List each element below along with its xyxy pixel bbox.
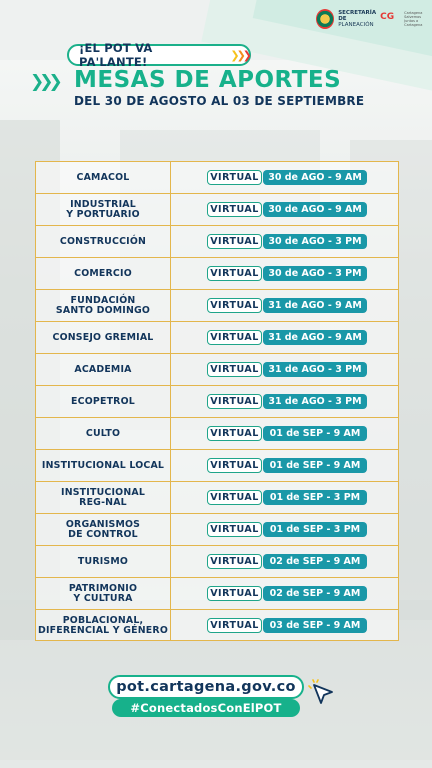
column-divider	[170, 258, 171, 289]
sector-name: INSTITUCIONAL LOCAL	[41, 459, 165, 471]
column-divider	[170, 194, 171, 225]
date-badge: 30 de AGO - 3 PM	[263, 266, 367, 281]
column-divider	[170, 290, 171, 321]
column-divider	[170, 514, 171, 545]
mode-badge: VIRTUAL	[207, 266, 262, 281]
column-divider	[170, 578, 171, 609]
page-title: MESAS DE APORTES	[74, 67, 342, 93]
column-divider	[170, 322, 171, 353]
table-row: INSTITUCIONAL REG-NAL VIRTUAL 01 de SEP - …	[36, 481, 398, 513]
table-row: CONSTRUCCIÓN VIRTUAL 30 de AGO - 3 PM	[36, 225, 398, 257]
column-divider	[170, 610, 171, 641]
sector-name: INSTITUCIONAL REG-NAL	[61, 486, 145, 508]
slogan-pill: ¡EL POT VA PA'LANTE! ❯❯❯	[67, 41, 252, 69]
page-subtitle: DEL 30 DE AGOSTO AL 03 DE SEPTIEMBRE	[74, 94, 365, 108]
sector-name: CONSTRUCCIÓN	[59, 235, 147, 247]
date-badge: 31 de AGO - 3 PM	[263, 394, 367, 409]
sector-name: ECOPETROL	[71, 395, 135, 407]
mode-badge: VIRTUAL	[207, 362, 262, 377]
date-badge: 02 de SEP - 9 AM	[263, 586, 367, 601]
cartagena-seal-icon	[316, 9, 335, 29]
mode-badge: VIRTUAL	[207, 426, 262, 441]
date-badge: 02 de SEP - 9 AM	[263, 554, 367, 569]
table-row: FUNDACIÓN SANTO DOMINGO VIRTUAL 31 de AGO …	[36, 289, 398, 321]
table-row: ECOPETROL VIRTUAL 31 de AGO - 3 PM	[36, 385, 398, 417]
column-divider	[170, 226, 171, 257]
mode-badge: VIRTUAL	[207, 234, 262, 249]
sector-name: PATRIMONIO Y CULTURA	[68, 582, 138, 604]
column-divider	[170, 354, 171, 385]
hashtag-badge: #ConectadosConElPOT	[112, 699, 300, 717]
sector-name: ACADEMIA	[74, 363, 132, 375]
column-divider	[170, 386, 171, 417]
table-row: INSTITUCIONAL LOCAL VIRTUAL 01 de SEP - 9 …	[36, 449, 398, 481]
date-badge: 30 de AGO - 3 PM	[263, 234, 367, 249]
date-badge: 31 de AGO - 9 AM	[263, 330, 367, 345]
brand-caption: Cartagena Salvemos Juntos a Cartagena	[404, 11, 423, 27]
sector-name: TURISMO	[77, 555, 129, 567]
mode-badge: VIRTUAL	[207, 298, 262, 313]
mode-badge: VIRTUAL	[207, 458, 262, 473]
table-row: POBLACIONAL, DIFERENCIAL Y GÉNERO VIRTUAL…	[36, 609, 398, 641]
column-divider	[170, 162, 171, 193]
column-divider	[170, 450, 171, 481]
table-row: TURISMO VIRTUAL 02 de SEP - 9 AM	[36, 545, 398, 577]
sector-name: ORGANISMOS DE CONTROL	[65, 518, 141, 540]
column-divider	[170, 546, 171, 577]
date-badge: 03 de SEP - 9 AM	[263, 618, 367, 633]
mode-badge: VIRTUAL	[207, 586, 262, 601]
date-badge: 01 de SEP - 9 AM	[263, 458, 367, 473]
mode-badge: VIRTUAL	[207, 490, 262, 505]
mode-badge: VIRTUAL	[207, 202, 262, 217]
sector-name: POBLACIONAL, DIFERENCIAL Y GÉNERO	[38, 614, 168, 636]
mode-badge: VIRTUAL	[207, 522, 262, 537]
mode-badge: VIRTUAL	[207, 394, 262, 409]
mode-badge: VIRTUAL	[207, 554, 262, 569]
table-row: ACADEMIA VIRTUAL 31 de AGO - 3 PM	[36, 353, 398, 385]
header-logos: SECRETARÍA DE PLANEACIÓN CG Cartagena Sa…	[316, 6, 426, 32]
website-link[interactable]: pot.cartagena.gov.co	[108, 675, 304, 699]
date-badge: 31 de AGO - 9 AM	[263, 298, 367, 313]
sector-name: INDUSTRIAL Y PORTUARIO	[66, 198, 140, 220]
table-row: CONSEJO GREMIAL VIRTUAL 31 de AGO - 9 AM	[36, 321, 398, 353]
cg-logo: CG	[380, 12, 395, 22]
sector-name: CONSEJO GREMIAL	[52, 331, 154, 343]
table-row: COMERCIO VIRTUAL 30 de AGO - 3 PM	[36, 257, 398, 289]
title-chevrons-icon: ❯❯❯	[30, 72, 63, 92]
date-badge: 01 de SEP - 3 PM	[263, 522, 367, 537]
column-divider	[170, 482, 171, 513]
sector-name: FUNDACIÓN SANTO DOMINGO	[55, 294, 151, 316]
table-row: INDUSTRIAL Y PORTUARIO VIRTUAL 30 de AGO -…	[36, 193, 398, 225]
schedule-table: CAMACOL VIRTUAL 30 de AGO - 9 AM INDUSTRIAL…	[35, 161, 399, 641]
table-row: CAMACOL VIRTUAL 30 de AGO - 9 AM	[36, 161, 398, 193]
column-divider	[170, 418, 171, 449]
sector-name: COMERCIO	[74, 267, 132, 279]
date-badge: 30 de AGO - 9 AM	[263, 202, 367, 217]
triple-chevron-icon: ❯❯❯	[230, 48, 252, 62]
secretaria-label: SECRETARÍA DE PLANEACIÓN	[338, 10, 377, 28]
mode-badge: VIRTUAL	[207, 618, 262, 633]
date-badge: 01 de SEP - 9 AM	[263, 426, 367, 441]
table-row: CULTO VIRTUAL 01 de SEP - 9 AM	[36, 417, 398, 449]
slogan-text: ¡EL POT VA PA'LANTE!	[79, 41, 153, 69]
mode-badge: VIRTUAL	[207, 330, 262, 345]
sector-name: CAMACOL	[76, 171, 130, 183]
mode-badge: VIRTUAL	[207, 170, 262, 185]
pointer-arrow-icon	[308, 679, 333, 704]
date-badge: 30 de AGO - 9 AM	[263, 170, 367, 185]
table-row: ORGANISMOS DE CONTROL VIRTUAL 01 de SEP - …	[36, 513, 398, 545]
date-badge: 01 de SEP - 3 PM	[263, 490, 367, 505]
date-badge: 31 de AGO - 3 PM	[263, 362, 367, 377]
sector-name: CULTO	[85, 427, 121, 439]
table-row: PATRIMONIO Y CULTURA VIRTUAL 02 de SEP - 9…	[36, 577, 398, 609]
